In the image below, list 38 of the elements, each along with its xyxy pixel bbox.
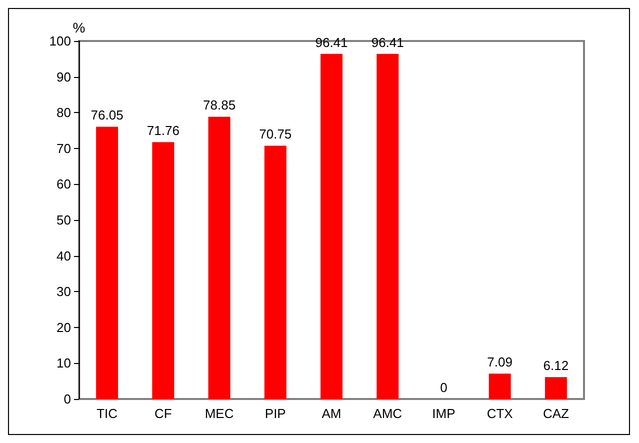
bar	[264, 146, 286, 399]
x-tick-label: MEC	[204, 406, 234, 421]
y-tick-label: 80	[56, 105, 71, 120]
data-label: 78.85	[203, 98, 236, 113]
x-tick-label: PIP	[264, 406, 286, 421]
y-tick-label: 30	[56, 284, 71, 300]
bar	[544, 377, 567, 399]
data-label: 71.76	[146, 123, 180, 138]
y-tick-label: 20	[56, 320, 71, 335]
y-tick-label: 70	[56, 140, 71, 156]
y-tick-label: 90	[56, 69, 71, 84]
bar	[320, 54, 342, 399]
data-label: 96.41	[371, 34, 404, 50]
x-tick-label: TIC	[96, 406, 118, 421]
data-label: 70.75	[259, 126, 292, 142]
data-label: 0	[440, 380, 448, 395]
bar	[488, 374, 511, 399]
data-label: 76.05	[90, 108, 124, 123]
x-tick-label: IMP	[432, 406, 456, 421]
x-tick-label: CTX	[486, 406, 514, 421]
bar	[376, 54, 399, 399]
y-tick-label: 50	[56, 212, 71, 228]
y-tick-label: 100	[49, 34, 71, 48]
y-axis-title: %	[72, 20, 86, 36]
data-label: 96.41	[315, 34, 348, 50]
y-tick-label: 10	[56, 356, 71, 371]
y-tick-label: 0	[64, 392, 71, 406]
x-tick-label: CF	[154, 406, 172, 421]
data-label: 7.09	[487, 354, 512, 370]
y-tick-label: 60	[56, 176, 71, 192]
data-label: 6.12	[543, 358, 569, 374]
bar	[96, 126, 118, 399]
bar	[152, 142, 174, 399]
x-tick-label: AM	[322, 406, 342, 421]
x-tick-label: CAZ	[542, 406, 570, 421]
y-tick-label: 40	[56, 248, 71, 264]
x-tick-label: AMC	[373, 406, 402, 421]
bar	[208, 116, 230, 399]
